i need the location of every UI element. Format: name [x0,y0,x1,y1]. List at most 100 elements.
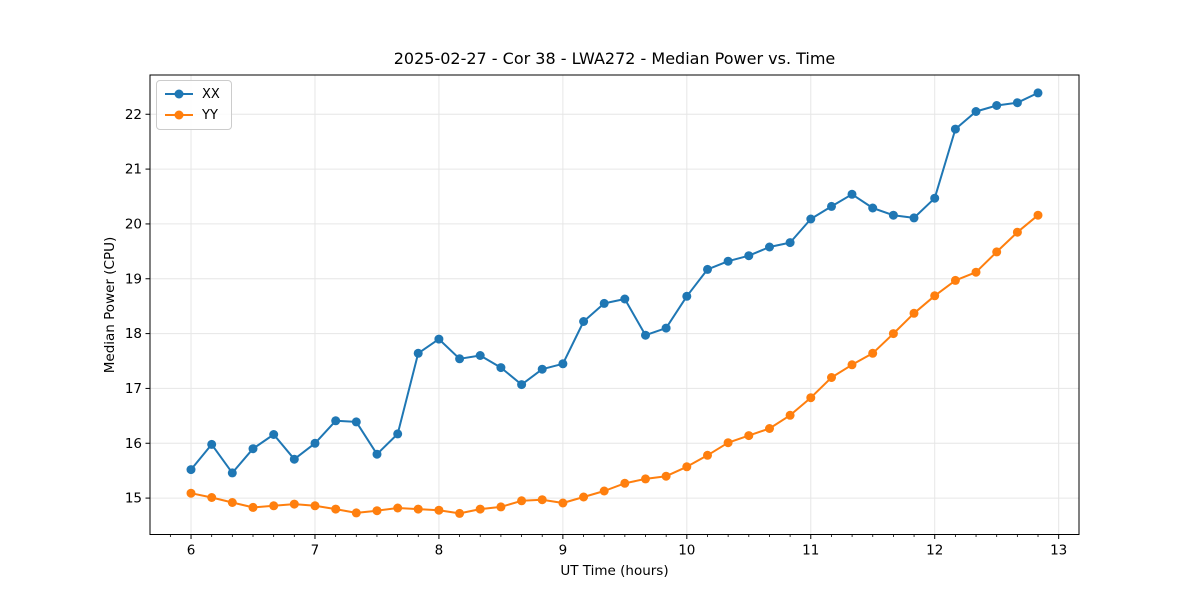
series-yy-point [827,373,836,382]
y-tick-label: 20 [125,216,142,232]
series-xx-point [310,438,320,448]
series-xx-point [599,298,609,308]
x-axis-label: UT Time (hours) [560,563,669,579]
series-yy-point [351,508,361,518]
series-yy-point [868,348,878,358]
series-xx-point [496,363,506,373]
y-tick-label: 19 [125,271,142,287]
series-yy-point [248,502,258,512]
legend-label-yy: YY [202,107,218,123]
series-yy-point [950,275,960,285]
series-xx-point [434,334,444,344]
series-yy-point [579,492,589,502]
series-yy-point [558,498,568,508]
series-xx-point [269,430,279,439]
series-yy-point [413,504,423,514]
series-xx-point [765,242,774,252]
series-yy-point [641,474,650,484]
series-yy-point [785,410,795,420]
x-tick-label: 9 [559,543,568,559]
series-xx-point [579,317,589,326]
series-yy-point [620,478,630,488]
series-xx-point [868,203,878,213]
x-tick-label: 11 [802,543,819,559]
series-xx-point [785,238,795,248]
series-xx-point [413,348,423,358]
series-xx-point [248,444,258,454]
x-tick-label: 7 [311,543,320,559]
series-xx-point [1033,88,1043,98]
series-xx-point [455,354,465,364]
series-yy-point [599,486,609,496]
y-tick-label: 16 [125,436,142,452]
y-tick-label: 18 [125,326,142,342]
x-tick-label: 13 [1050,543,1067,559]
series-xx-point [930,193,940,203]
series-xx-point [723,256,733,266]
y-tick-label: 15 [125,491,142,507]
y-tick-label: 17 [125,381,142,397]
x-tick-label: 12 [926,543,943,559]
series-xx-point [558,359,568,369]
series-yy-point [331,504,341,514]
series-xx-point [703,264,712,274]
series-yy-point [992,247,1002,257]
legend: XX YY [156,80,232,130]
x-tick-label: 8 [435,543,444,559]
series-yy-point [661,471,671,481]
series-yy-point [888,329,898,339]
series-xx-point [475,351,485,360]
series-xx-point [372,449,382,459]
series-xx-point [186,465,196,475]
series-yy-point [455,508,465,518]
series-yy-point [434,505,444,515]
chart-title: 2025-02-27 - Cor 38 - LWA272 - Median Po… [393,49,836,68]
series-xx-point [661,323,671,333]
series-yy-point [723,438,733,448]
series-yy-point [537,495,547,505]
series-yy-line [190,214,1039,515]
series-yy-point [207,493,217,502]
series-xx-point [992,101,1002,110]
plot-border [149,74,1080,535]
series-xx-point [351,417,361,427]
x-tick-label: 6 [187,543,196,559]
series-yy-point [909,308,919,318]
x-tick-label: 10 [678,543,695,559]
series-yy-point [703,450,712,460]
y-tick-label: 21 [125,162,142,178]
series-xx-point [847,189,857,199]
series-xx-point [393,429,403,439]
series-xx-line [190,91,1039,474]
series-yy-point [310,501,320,511]
series-xx-point [744,251,754,261]
series-xx-point [1012,98,1022,108]
series-xx-point [806,214,816,224]
series-xx-point [620,294,630,304]
series-yy-point [372,506,382,516]
series-xx-point [827,201,836,211]
series-xx-point [682,291,692,301]
series-yy-point [186,488,196,498]
series-yy-point [971,267,981,277]
series-xx-point [207,439,217,449]
series-xx-point [331,416,341,426]
series-yy-point [1012,227,1022,237]
series-yy-point [393,503,403,513]
series-yy-point [227,498,237,507]
series-yy-point [496,502,506,512]
series-yy-point [930,291,940,301]
series-yy-point [847,360,857,370]
series-yy-point [1033,210,1043,220]
series-xx-point [888,210,898,220]
legend-label-xx: XX [202,86,220,102]
series-xx-point [537,364,547,374]
series-xx-point [909,213,919,223]
legend-swatch-xx-icon [165,89,193,99]
series-yy-point [682,462,692,472]
series-yy-point [269,501,279,511]
legend-item-xx: XX [164,85,220,103]
legend-item-yy: YY [164,106,220,124]
